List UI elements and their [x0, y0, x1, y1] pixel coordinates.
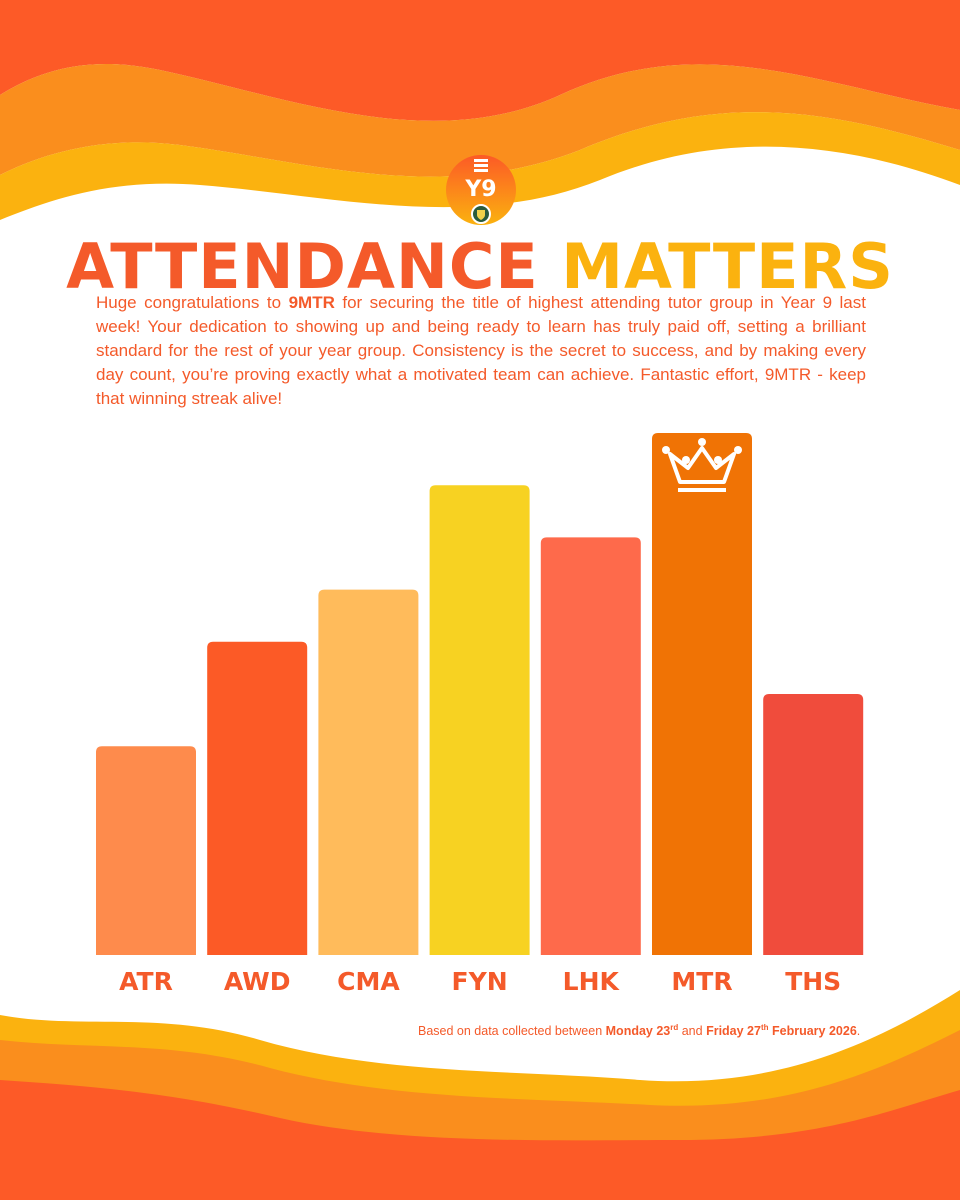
- footnote-start-date: Monday 23rd: [605, 1023, 679, 1039]
- footnote-end-date: Friday 27th February 2026: [706, 1023, 857, 1039]
- bar-atr: [96, 746, 196, 955]
- footnote: Based on data collected between Monday 2…: [418, 1018, 868, 1041]
- intro-highlight: 9MTR: [288, 293, 335, 312]
- bar-ths: [763, 694, 864, 955]
- bar-fyn: [429, 485, 530, 955]
- category-label-mtr: MTR: [671, 967, 732, 996]
- category-label-atr: ATR: [119, 967, 173, 996]
- category-label-awd: AWD: [224, 967, 291, 996]
- bar-awd: [207, 641, 308, 955]
- title-part-1: ATTENDANCE: [66, 230, 539, 303]
- intro-text: Huge congratulations to 9MTR for securin…: [96, 291, 866, 411]
- bar-cma: [318, 589, 419, 955]
- y9-logo: Y9: [445, 152, 517, 232]
- bar-mtr: [652, 433, 752, 955]
- footnote-text-2: and: [678, 1024, 707, 1039]
- bottom-wave-back: [0, 1080, 960, 1200]
- top-wave-front: [0, 112, 960, 220]
- category-label-lhk: LHK: [563, 967, 621, 996]
- footnote-text-1: Based on data collected between: [418, 1024, 606, 1039]
- footnote-text-3: .: [856, 1024, 861, 1039]
- title-part-2: MATTERS: [561, 230, 894, 303]
- intro-text-start: Huge congratulations to: [96, 293, 289, 312]
- top-wave-mid: [0, 64, 960, 177]
- crown-icon: [662, 438, 742, 492]
- intro-text-rest: for securing the title of highest attend…: [96, 293, 866, 408]
- category-label-ths: THS: [785, 967, 841, 996]
- top-wave-back: [0, 0, 960, 121]
- page-title: ATTENDANCE MATTERS: [0, 222, 960, 312]
- category-label-fyn: FYN: [452, 967, 508, 996]
- logo-label: Y9: [464, 177, 496, 202]
- category-label-cma: CMA: [337, 967, 400, 996]
- bar-lhk: [540, 537, 641, 955]
